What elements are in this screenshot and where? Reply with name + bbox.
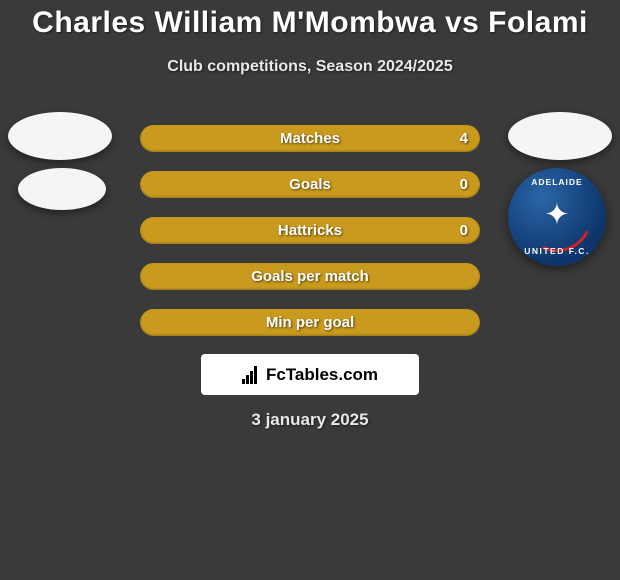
stat-label: Matches [140, 125, 480, 152]
stat-value: 0 [460, 171, 468, 198]
stat-label: Goals [140, 171, 480, 198]
stat-label: Min per goal [140, 309, 480, 336]
avatar-left [8, 112, 112, 210]
crest-star-icon: ✦ [544, 198, 569, 233]
stat-value: 4 [460, 125, 468, 152]
stat-label: Hattricks [140, 217, 480, 244]
stat-bar: Hattricks0 [140, 217, 480, 244]
stat-bar: Matches4 [140, 125, 480, 152]
player-silhouette-icon [8, 112, 112, 160]
stat-bars: Matches4Goals0Hattricks0Goals per matchM… [140, 125, 480, 355]
player-silhouette-icon [18, 168, 106, 210]
stat-value: 0 [460, 217, 468, 244]
bar-chart-icon [242, 366, 262, 384]
club-crest-icon: ADELAIDE ✦ UNITED F.C. [508, 168, 606, 266]
player-silhouette-icon [508, 112, 612, 160]
date-label: 3 january 2025 [0, 410, 620, 430]
stat-label: Goals per match [140, 263, 480, 290]
crest-text-bottom: UNITED F.C. [508, 246, 606, 256]
page-subtitle: Club competitions, Season 2024/2025 [0, 58, 620, 76]
logo-text: FcTables.com [266, 365, 378, 385]
page-title: Charles William M'Mombwa vs Folami [0, 0, 620, 40]
stat-bar: Goals0 [140, 171, 480, 198]
stat-bar: Min per goal [140, 309, 480, 336]
stat-bar: Goals per match [140, 263, 480, 290]
avatar-right: ADELAIDE ✦ UNITED F.C. [508, 112, 612, 266]
site-logo[interactable]: FcTables.com [201, 354, 419, 395]
